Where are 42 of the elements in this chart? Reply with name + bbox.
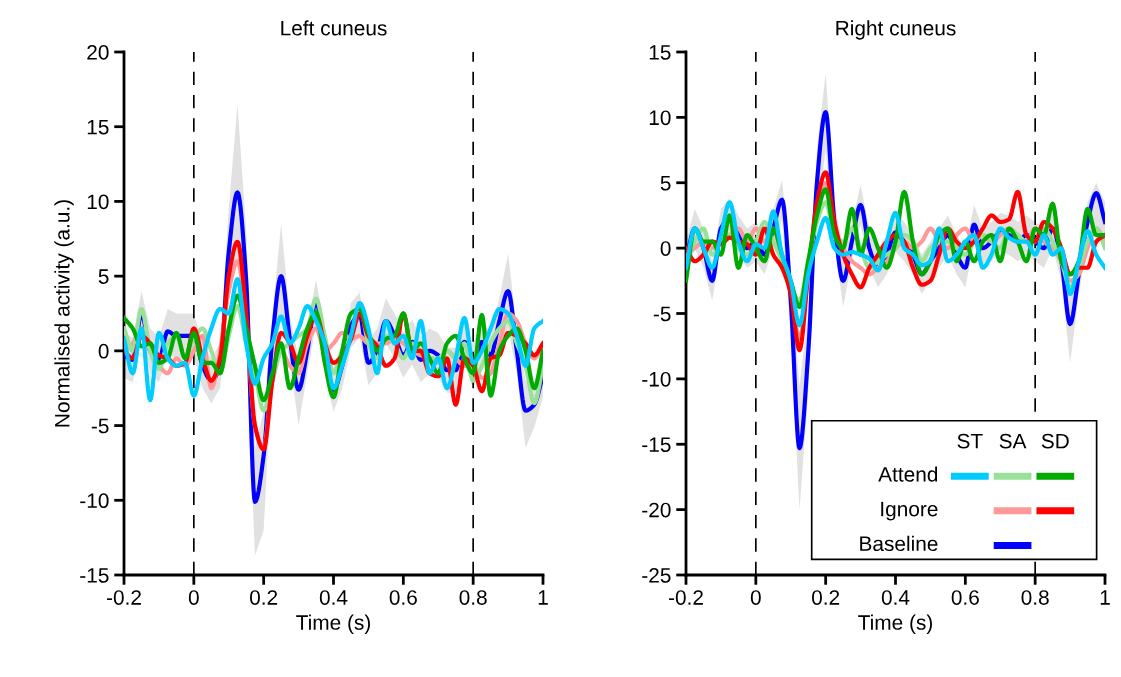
chart-title: Right cuneus <box>836 20 956 40</box>
x-tick-label: 0.6 <box>951 590 979 605</box>
x-tick-label: 0.4 <box>319 590 348 605</box>
y-tick-label: 5 <box>660 175 671 191</box>
x-axis-title: Time (s) <box>858 614 933 634</box>
x-tick-label: 1 <box>538 590 548 605</box>
x-tick-label: -0.2 <box>668 590 703 605</box>
y-tick-label: 5 <box>98 269 109 284</box>
y-axis-title: Normalised activity (a.u.) <box>54 200 74 427</box>
y-tick-label: 15 <box>649 45 671 60</box>
x-axis-title: Time (s) <box>296 614 371 634</box>
x-tick-label: 0.6 <box>389 590 417 605</box>
y-tick-label: -10 <box>80 493 109 509</box>
annotation: SA <box>999 433 1027 449</box>
y-tick-label: 0 <box>98 343 109 359</box>
y-tick-label: -15 <box>80 568 109 583</box>
annotation: SD <box>1041 433 1069 449</box>
y-tick-label: -25 <box>642 568 671 583</box>
y-tick-label: -20 <box>642 502 671 518</box>
x-tick-label: 0.8 <box>459 590 487 605</box>
x-tick-label: 0 <box>750 590 761 605</box>
x-tick-label: 0.8 <box>1021 590 1049 605</box>
y-tick-label: -5 <box>653 306 671 322</box>
text: Baseline <box>860 535 938 552</box>
x-tick-label: 1 <box>1100 590 1110 605</box>
y-tick-label: -15 <box>642 437 671 452</box>
x-tick-label: 0.2 <box>812 590 840 605</box>
x-tick-label: 0.4 <box>881 590 910 605</box>
y-tick-label: 10 <box>649 110 671 126</box>
y-tick-label: 10 <box>87 194 109 210</box>
chart-title: Left cuneus <box>281 20 387 36</box>
annotation: ST <box>957 433 983 449</box>
y-tick-label: 0 <box>660 241 671 256</box>
annotation: Ignore <box>881 501 938 521</box>
x-tick-label: -0.2 <box>106 590 141 605</box>
x-tick-label: 0.2 <box>250 590 278 605</box>
x-tick-label: 0 <box>188 590 199 605</box>
y-tick-label: 15 <box>87 119 109 135</box>
annotation: Attend <box>878 466 938 482</box>
y-tick-label: -5 <box>91 418 109 434</box>
y-tick-label: -10 <box>642 371 671 387</box>
y-tick-label: 20 <box>87 45 109 60</box>
